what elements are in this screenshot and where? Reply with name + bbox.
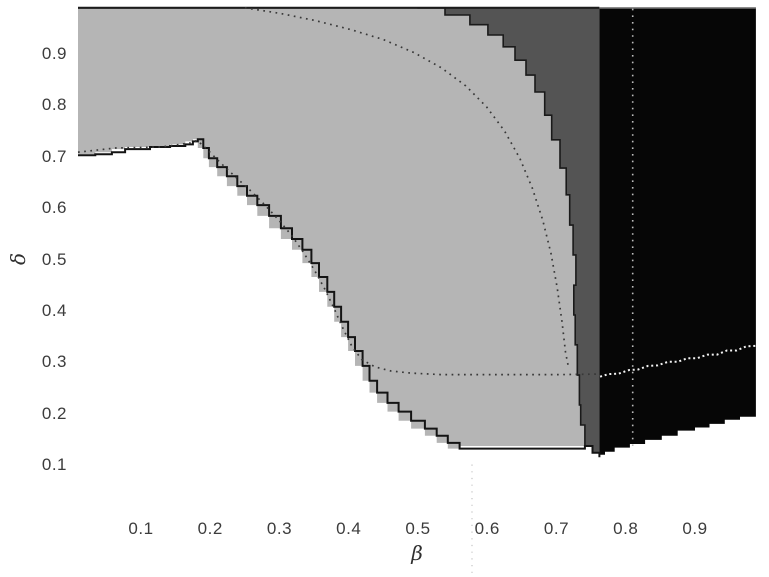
x-tick-label: 0.5 <box>405 519 431 538</box>
y-tick-label: 0.9 <box>41 44 67 63</box>
lower-dotted-contour <box>77 139 597 376</box>
y-axis-label: δ <box>6 252 30 266</box>
y-tick-label: 0.6 <box>41 198 67 218</box>
x-tick-label: 0.9 <box>682 519 708 538</box>
y-tick-label: 0.2 <box>41 403 67 423</box>
light-dark-solid-contour <box>417 7 586 446</box>
x-tick-label: 0.4 <box>336 519 362 538</box>
x-tick-label: 0.7 <box>543 519 570 538</box>
y-tick-label: 0.5 <box>41 249 67 269</box>
black-region <box>599 7 756 458</box>
x-tick-label: 0.8 <box>613 519 639 538</box>
light-gray-region <box>78 7 585 449</box>
x-tick-label: 0.1 <box>128 519 154 538</box>
y-tick-label: 0.4 <box>41 300 67 320</box>
dark-gray-region <box>417 7 600 458</box>
x-axis-label: β <box>411 541 423 565</box>
x-tick-label: 0.3 <box>266 519 293 538</box>
y-tick-label: 0.7 <box>41 146 67 166</box>
y-tick-label: 0.8 <box>41 95 67 115</box>
y-tick-label: 0.1 <box>41 455 67 474</box>
x-tick-label: 0.2 <box>197 519 223 538</box>
lower-solid-contour <box>78 138 601 458</box>
y-tick-label: 0.3 <box>41 352 67 372</box>
x-tick-label: 0.6 <box>474 519 500 538</box>
